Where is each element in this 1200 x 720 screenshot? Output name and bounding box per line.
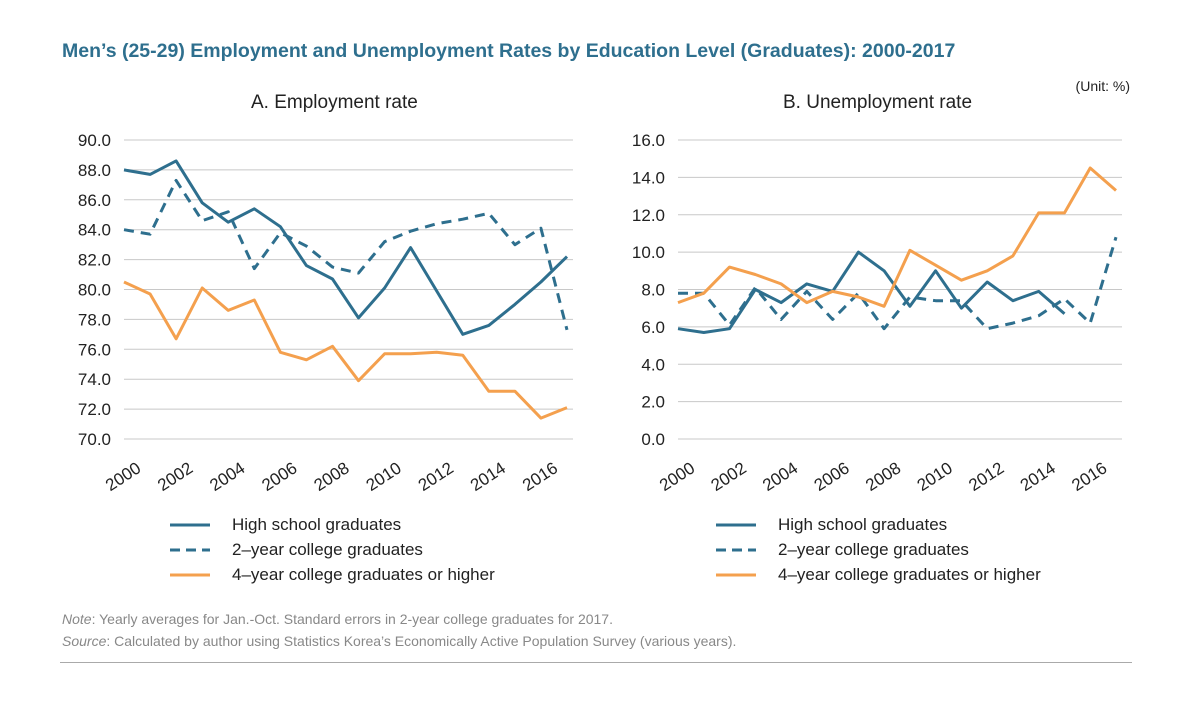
- x-tick-label: 2014: [467, 458, 509, 495]
- legend-item-4-year: 4–year college graduates or higher: [170, 562, 495, 587]
- y-tick-label: 70.0: [78, 430, 111, 449]
- employment-legend: High school graduates 2–year college gra…: [170, 512, 495, 587]
- x-tick-label: 2010: [914, 458, 956, 495]
- x-tick-label: 2006: [258, 458, 300, 495]
- note-text: Note: Yearly averages for Jan.-Oct. Stan…: [62, 611, 613, 627]
- legend-item-high-school: High school graduates: [716, 512, 1041, 537]
- legend-swatch-high-school: [170, 523, 210, 526]
- legend-swatch-high-school: [716, 523, 756, 526]
- y-tick-label: 0.0: [641, 430, 665, 449]
- y-tick-label: 74.0: [78, 370, 111, 389]
- legend-item-4-year: 4–year college graduates or higher: [716, 562, 1041, 587]
- x-tick-label: 2008: [862, 458, 904, 495]
- note-label: Note: [62, 611, 92, 627]
- legend-item-2-year: 2–year college graduates: [716, 537, 1041, 562]
- x-tick-label: 2000: [656, 458, 698, 495]
- legend-swatch-2-year: [716, 548, 756, 551]
- x-tick-label: 2002: [708, 458, 750, 495]
- series-line: [677, 166, 1117, 308]
- unemployment-legend: High school graduates 2–year college gra…: [716, 512, 1041, 587]
- bottom-divider: [60, 662, 1132, 663]
- y-tick-label: 16.0: [632, 131, 665, 150]
- employment-panel-title: A. Employment rate: [251, 92, 418, 113]
- y-tick-label: 88.0: [78, 161, 111, 180]
- series-line: [677, 250, 1066, 334]
- legend-swatch-4-year: [170, 573, 210, 576]
- series-line: [678, 236, 1118, 331]
- x-tick-label: 2010: [363, 458, 405, 495]
- x-tick-label: 2012: [415, 458, 457, 495]
- y-tick-label: 12.0: [632, 206, 665, 225]
- x-tick-label: 2000: [102, 458, 144, 495]
- y-tick-label: 90.0: [78, 131, 111, 150]
- y-tick-label: 72.0: [78, 400, 111, 419]
- x-tick-label: 2008: [311, 458, 353, 495]
- y-tick-label: 8.0: [641, 281, 665, 300]
- legend-label-high-school: High school graduates: [778, 514, 948, 534]
- legend-label-2-year: 2–year college graduates: [232, 539, 423, 559]
- note-body: : Yearly averages for Jan.-Oct. Standard…: [91, 611, 613, 627]
- legend-item-2-year: 2–year college graduates: [170, 537, 495, 562]
- legend-label-high-school: High school graduates: [232, 514, 402, 534]
- y-tick-label: 14.0: [632, 168, 665, 187]
- x-tick-label: 2014: [1017, 458, 1059, 495]
- source-label: Source: [62, 633, 107, 649]
- y-tick-label: 10.0: [632, 243, 665, 262]
- legend-label-2-year: 2–year college graduates: [778, 539, 969, 559]
- y-tick-label: 2.0: [641, 393, 665, 412]
- y-tick-label: 80.0: [78, 281, 111, 300]
- series-line: [123, 159, 569, 336]
- source-text: Source: Calculated by author using Stati…: [62, 633, 736, 649]
- y-tick-label: 84.0: [78, 221, 111, 240]
- series-line: [123, 280, 568, 420]
- x-tick-label: 2016: [519, 458, 561, 495]
- y-tick-label: 82.0: [78, 251, 111, 270]
- source-body: : Calculated by author using Statistics …: [106, 633, 737, 649]
- y-tick-label: 78.0: [78, 310, 111, 329]
- series-line: [123, 178, 569, 331]
- page-title: Men’s (25-29) Employment and Unemploymen…: [62, 40, 956, 62]
- legend-swatch-4-year: [716, 573, 756, 576]
- x-tick-label: 2004: [759, 458, 801, 495]
- y-tick-label: 86.0: [78, 191, 111, 210]
- unit-label: (Unit: %): [1075, 78, 1130, 94]
- x-tick-label: 2004: [206, 458, 248, 495]
- y-tick-label: 4.0: [641, 355, 665, 374]
- y-tick-label: 76.0: [78, 340, 111, 359]
- x-tick-label: 2006: [811, 458, 853, 495]
- legend-swatch-2-year: [170, 548, 210, 551]
- x-tick-label: 2012: [965, 458, 1007, 495]
- x-tick-label: 2002: [154, 458, 196, 495]
- x-tick-label: 2016: [1068, 458, 1110, 495]
- legend-item-high-school: High school graduates: [170, 512, 495, 537]
- employment-rate-chart: 70.0 72.0 74.0 76.0 78.0 80.0 82.0 84.0 86.0 88.0…: [78, 131, 573, 495]
- legend-label-4-year: 4–year college graduates or higher: [232, 564, 495, 584]
- y-tick-label: 6.0: [641, 318, 665, 337]
- legend-label-4-year: 4–year college graduates or higher: [778, 564, 1041, 584]
- unemployment-panel-title: B. Unemployment rate: [783, 92, 973, 113]
